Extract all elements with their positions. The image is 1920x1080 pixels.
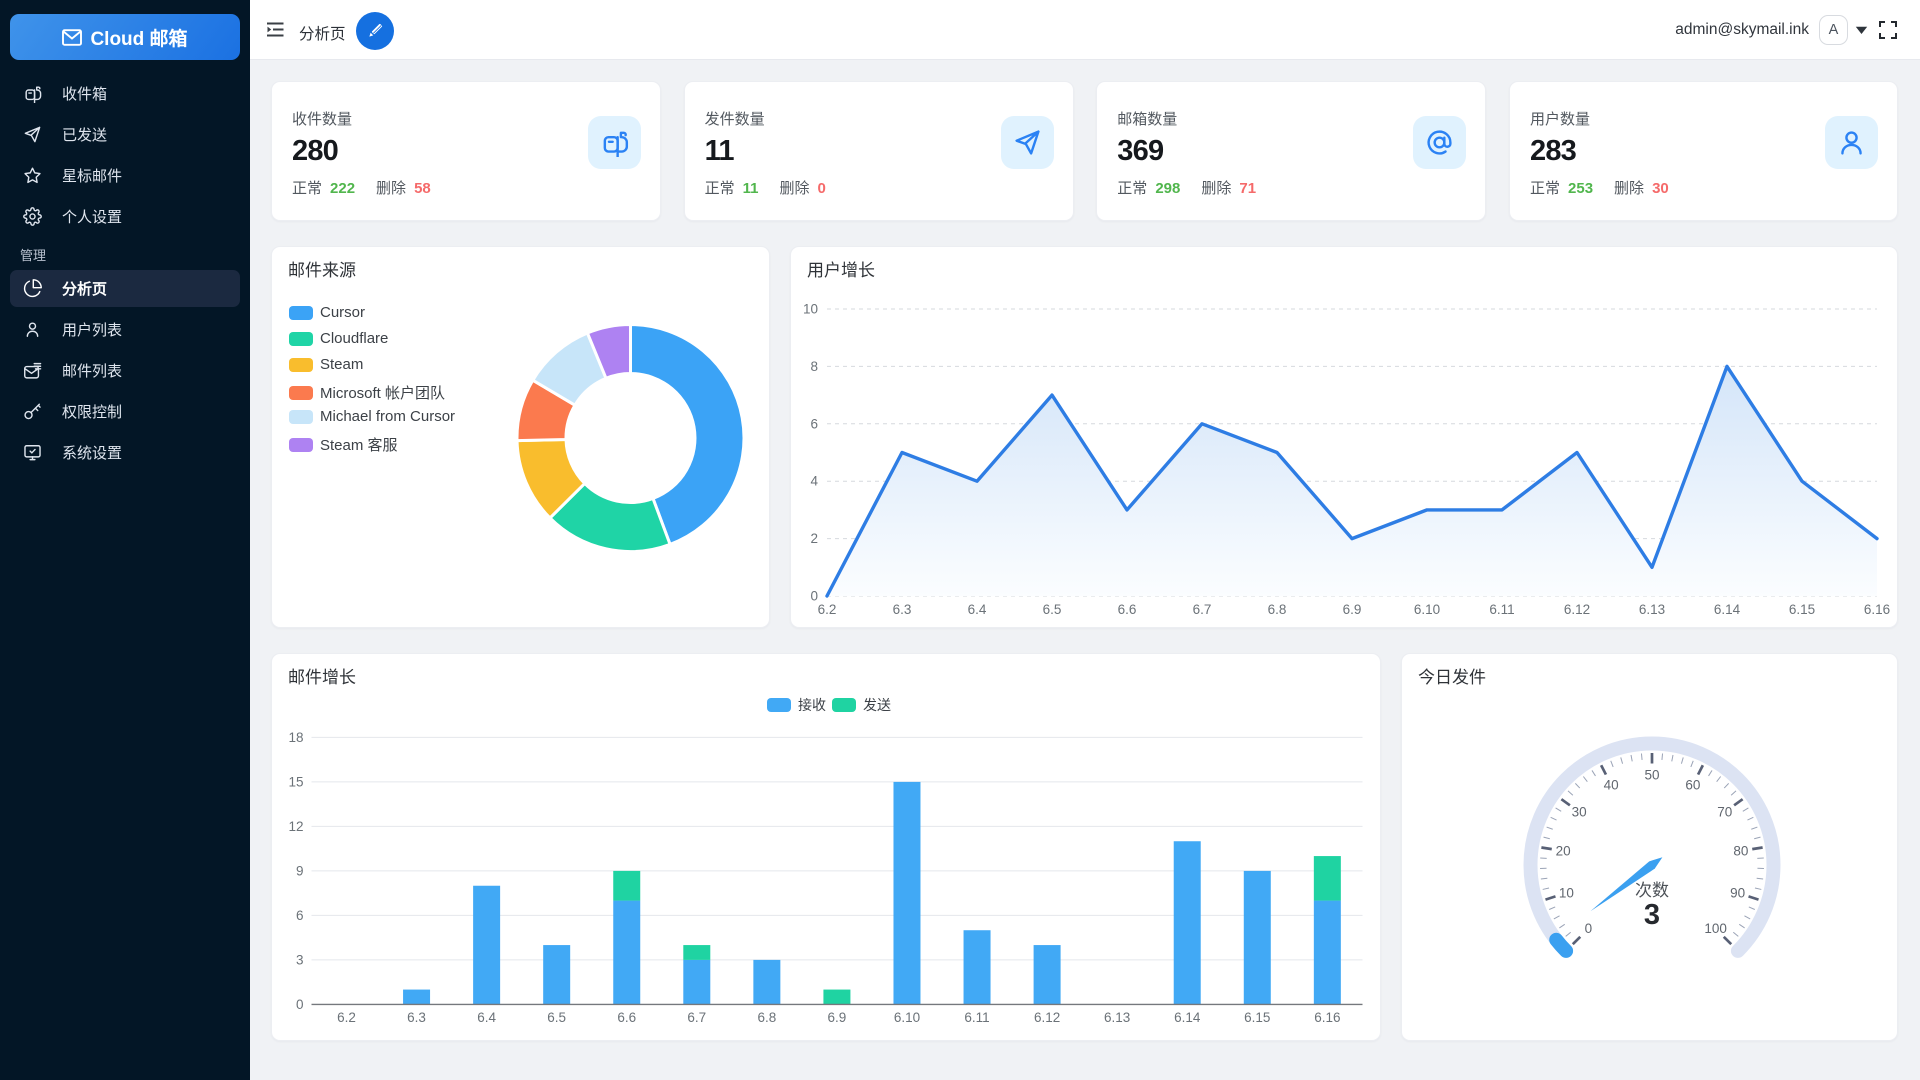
svg-text:2: 2: [810, 531, 818, 546]
svg-text:6.11: 6.11: [964, 1010, 989, 1025]
svg-text:6.14: 6.14: [1174, 1010, 1201, 1025]
svg-text:6.11: 6.11: [1489, 602, 1514, 617]
svg-text:50: 50: [1644, 768, 1659, 783]
svg-text:6.6: 6.6: [617, 1010, 636, 1025]
svg-text:6.15: 6.15: [1244, 1010, 1270, 1025]
svg-text:6.9: 6.9: [828, 1010, 847, 1025]
svg-text:6.12: 6.12: [1564, 602, 1590, 617]
svg-text:6.16: 6.16: [1314, 1010, 1340, 1025]
svg-text:6.5: 6.5: [547, 1010, 566, 1025]
svg-text:6.5: 6.5: [1043, 602, 1062, 617]
svg-text:6.13: 6.13: [1639, 602, 1665, 617]
svg-text:次数: 次数: [1635, 881, 1669, 900]
svg-text:6.3: 6.3: [893, 602, 912, 617]
svg-text:6.16: 6.16: [1864, 602, 1890, 617]
svg-text:10: 10: [1559, 885, 1574, 900]
svg-text:6.2: 6.2: [818, 602, 837, 617]
svg-text:6: 6: [810, 416, 818, 431]
svg-text:80: 80: [1733, 843, 1748, 858]
svg-text:6.4: 6.4: [477, 1010, 496, 1025]
svg-text:6.12: 6.12: [1034, 1010, 1060, 1025]
svg-text:100: 100: [1704, 921, 1727, 936]
svg-text:6.8: 6.8: [757, 1010, 776, 1025]
svg-text:30: 30: [1572, 805, 1587, 820]
svg-text:0: 0: [810, 589, 818, 604]
svg-text:6.3: 6.3: [407, 1010, 426, 1025]
svg-text:6.9: 6.9: [1343, 602, 1362, 617]
svg-text:0: 0: [1585, 921, 1593, 936]
svg-text:18: 18: [288, 730, 303, 745]
svg-text:6.4: 6.4: [968, 602, 987, 617]
svg-text:0: 0: [296, 997, 304, 1012]
svg-text:6.15: 6.15: [1789, 602, 1815, 617]
svg-text:6.6: 6.6: [1118, 602, 1137, 617]
svg-text:4: 4: [810, 474, 818, 489]
svg-text:20: 20: [1556, 843, 1571, 858]
svg-text:6: 6: [296, 908, 304, 923]
svg-text:15: 15: [288, 774, 303, 789]
svg-text:6.2: 6.2: [337, 1010, 356, 1025]
svg-text:6.7: 6.7: [1193, 602, 1212, 617]
svg-text:12: 12: [288, 819, 303, 834]
svg-text:6.14: 6.14: [1714, 602, 1741, 617]
svg-text:8: 8: [810, 359, 818, 374]
svg-text:6.13: 6.13: [1104, 1010, 1130, 1025]
svg-text:60: 60: [1685, 777, 1700, 792]
svg-text:3: 3: [296, 952, 304, 967]
svg-text:40: 40: [1604, 777, 1619, 792]
svg-text:3: 3: [1644, 899, 1660, 931]
svg-text:6.8: 6.8: [1268, 602, 1287, 617]
svg-text:70: 70: [1717, 805, 1732, 820]
svg-text:90: 90: [1730, 885, 1745, 900]
svg-text:10: 10: [803, 302, 818, 317]
svg-text:6.7: 6.7: [687, 1010, 706, 1025]
svg-text:9: 9: [296, 863, 304, 878]
svg-text:6.10: 6.10: [1414, 602, 1440, 617]
svg-text:6.10: 6.10: [894, 1010, 920, 1025]
